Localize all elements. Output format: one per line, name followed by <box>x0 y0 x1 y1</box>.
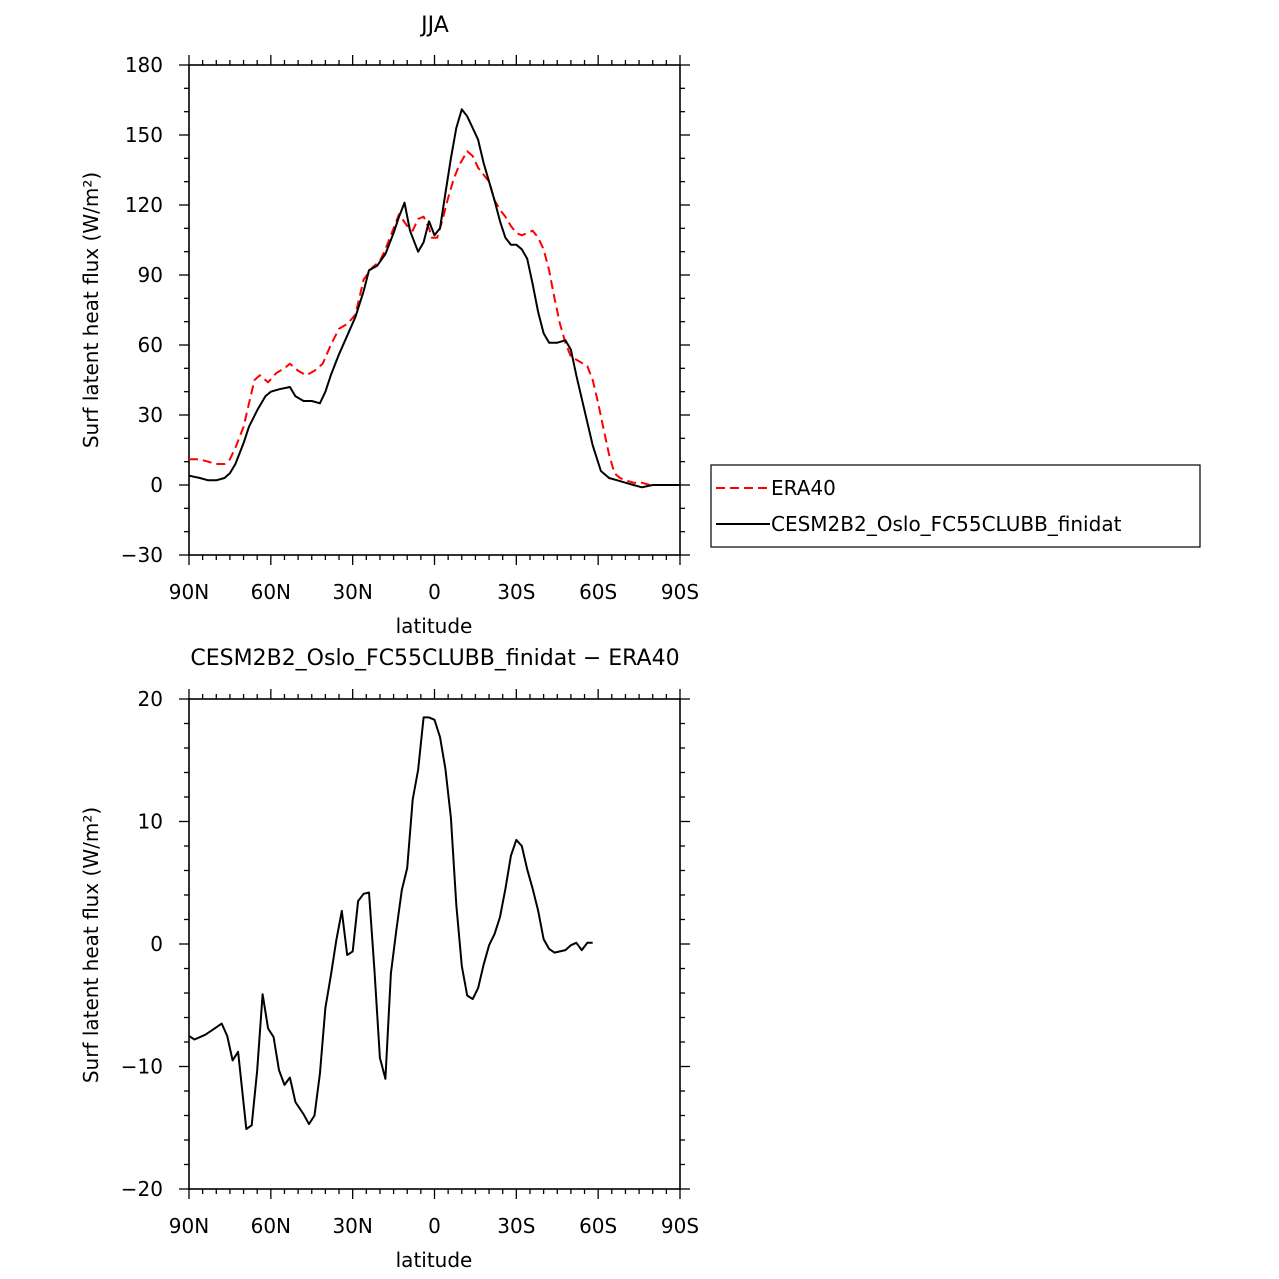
top-x-tick-label: 60N <box>251 580 291 604</box>
top-x-axis-label: latitude <box>396 614 473 638</box>
bottom-y-tick-label: −20 <box>121 1177 163 1201</box>
bottom-y-tick-label: −10 <box>121 1055 163 1079</box>
top-x-tick-label: 30S <box>497 580 535 604</box>
bottom-x-tick-label: 90S <box>661 1214 699 1238</box>
top-y-tick-label: 30 <box>138 403 163 427</box>
top-x-tick-label: 90S <box>661 580 699 604</box>
bottom-panel: CESM2B2_Oslo_FC55CLUBB_finidat − ERA40 l… <box>79 646 699 1272</box>
bottom-x-tick-label: 30S <box>497 1214 535 1238</box>
bottom-plot-frame <box>188 698 681 1190</box>
top-panel: JJA latitude Surf latent heat flux (W/m²… <box>79 13 1201 638</box>
bottom-series-line-difference <box>188 716 593 1130</box>
bottom-panel-title: CESM2B2_Oslo_FC55CLUBB_finidat − ERA40 <box>190 646 679 671</box>
top-y-tick-label: 90 <box>138 263 163 287</box>
legend: ERA40 CESM2B2_Oslo_FC55CLUBB_finidat <box>710 464 1201 548</box>
top-y-tick-label: 0 <box>150 473 163 497</box>
bottom-x-tick-label: 90N <box>169 1214 209 1238</box>
top-y-tick-label: −30 <box>121 543 163 567</box>
top-x-tick-label: 0 <box>428 580 441 604</box>
legend-label-cesm: CESM2B2_Oslo_FC55CLUBB_finidat <box>771 512 1122 536</box>
top-y-axis-label: Surf latent heat flux (W/m²) <box>79 172 103 448</box>
bottom-x-axis-label: latitude <box>396 1248 473 1272</box>
top-y-tick-label: 120 <box>125 193 163 217</box>
top-x-tick-label: 60S <box>579 580 617 604</box>
top-x-tick-label: 90N <box>169 580 209 604</box>
top-y-tick-label: 60 <box>138 333 163 357</box>
legend-label-era40: ERA40 <box>771 476 836 500</box>
top-plot-frame <box>188 64 681 556</box>
bottom-x-tick-label: 60S <box>579 1214 617 1238</box>
legend-box <box>710 464 1201 548</box>
bottom-x-tick-label: 60N <box>251 1214 291 1238</box>
bottom-y-axis-label: Surf latent heat flux (W/m²) <box>79 807 103 1083</box>
top-y-tick-label: 150 <box>125 123 163 147</box>
bottom-y-tick-label: 0 <box>150 932 163 956</box>
top-y-tick-label: 180 <box>125 53 163 77</box>
top-panel-title: JJA <box>419 13 449 38</box>
bottom-x-tick-label: 0 <box>428 1214 441 1238</box>
bottom-y-tick-label: 20 <box>138 687 163 711</box>
bottom-y-tick-label: 10 <box>138 810 163 834</box>
bottom-x-tick-label: 30N <box>332 1214 372 1238</box>
top-series-line-era40 <box>189 150 680 486</box>
top-x-tick-label: 30N <box>332 580 372 604</box>
top-series-line-cesm2b2-oslo-fc55clubb-finidat <box>188 108 680 489</box>
